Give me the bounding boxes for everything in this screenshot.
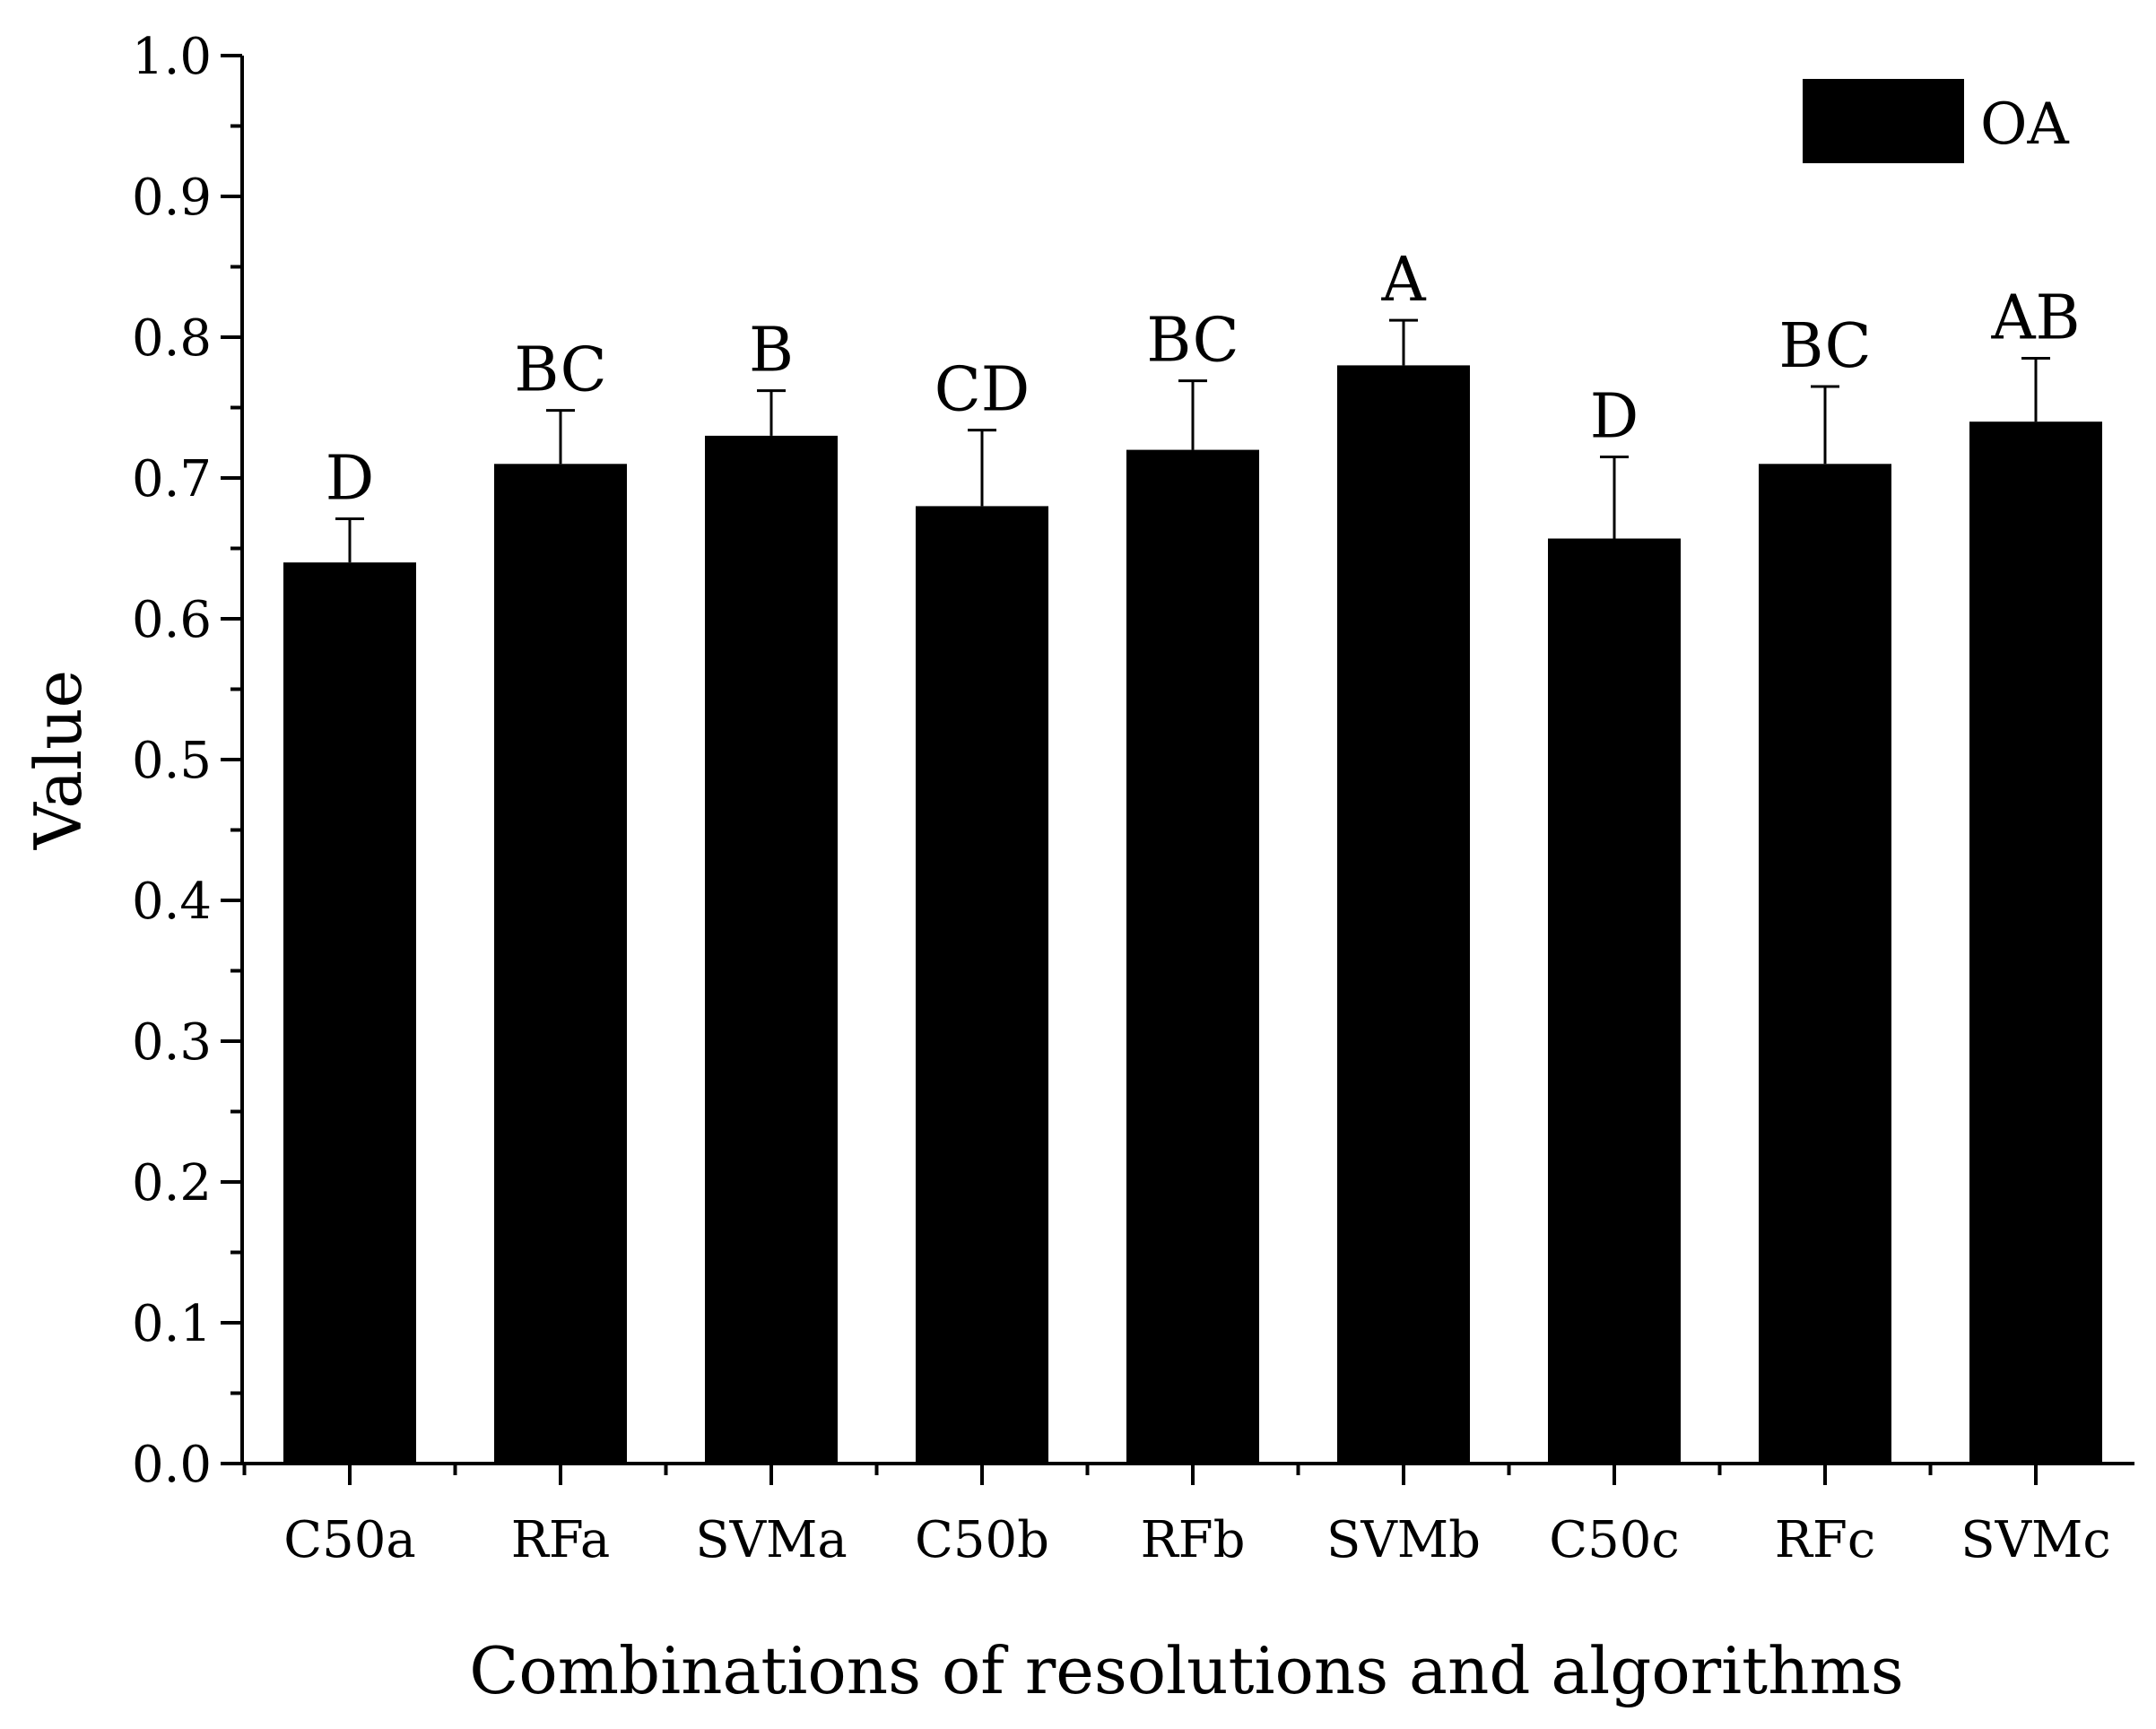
- x-ticks-layer: C50a RFa SVMa C50b RFb SVMb C50c RFc SVMc: [242, 1464, 2111, 1569]
- significance-label: BC: [514, 335, 606, 406]
- bar-C50a: [283, 562, 416, 1464]
- bar-SVMa: [705, 435, 838, 1464]
- legend: OA: [1803, 79, 2069, 163]
- bar-C50b: [916, 506, 1048, 1464]
- significance-label: A: [1380, 245, 1426, 316]
- significance-label: D: [1590, 381, 1639, 452]
- x-axis-label: Combinations of resolutions and algorith…: [469, 1633, 1903, 1708]
- y-tick-label: 0.9: [132, 169, 212, 227]
- bar-RFb: [1126, 449, 1259, 1464]
- x-tick-label: RFc: [1775, 1511, 1875, 1569]
- x-tick-label: SVMb: [1326, 1511, 1481, 1569]
- y-tick-label: 0.4: [132, 873, 212, 931]
- x-tick-label: RFa: [511, 1511, 611, 1569]
- bar-C50c: [1548, 538, 1681, 1464]
- x-tick-label: SVMa: [695, 1511, 848, 1569]
- bar-SVMc: [1969, 421, 2102, 1464]
- x-tick-label: C50b: [915, 1511, 1049, 1569]
- significance-label: D: [326, 444, 375, 515]
- y-tick-label: 1.0: [132, 28, 212, 86]
- y-tick-label: 0.0: [132, 1436, 212, 1494]
- significance-label: B: [749, 316, 794, 387]
- x-tick-label: SVMc: [1960, 1511, 2111, 1569]
- y-tick-label: 0.3: [132, 1013, 212, 1072]
- bar-RFa: [494, 464, 627, 1464]
- bar-SVMb: [1337, 365, 1470, 1464]
- y-ticks-layer: 0.0 0.1 0.2 0.3 0.4 0.5 0.6 0.7 0.8 0.9 1.0: [132, 28, 242, 1494]
- legend-label-oa: OA: [1980, 91, 2069, 158]
- significance-label: CD: [935, 355, 1030, 426]
- x-tick-label: C50c: [1549, 1511, 1679, 1569]
- y-axis-label: Value: [21, 670, 96, 850]
- x-tick-label: C50a: [283, 1511, 416, 1569]
- y-tick-label: 0.1: [132, 1295, 212, 1353]
- y-tick-label: 0.2: [132, 1154, 212, 1212]
- significance-label: AB: [1990, 283, 2080, 354]
- legend-swatch-oa: [1803, 79, 1964, 163]
- y-tick-label: 0.6: [132, 591, 212, 649]
- y-tick-label: 0.8: [132, 309, 212, 368]
- bar-RFc: [1759, 464, 1891, 1464]
- significance-labels-layer: D BC B CD BC A D BC AB: [326, 245, 2081, 514]
- error-bars-layer: [335, 318, 2050, 563]
- significance-label: BC: [1146, 306, 1239, 377]
- y-tick-label: 0.5: [132, 732, 212, 790]
- bars-layer: [283, 365, 2102, 1464]
- significance-label: BC: [1778, 311, 1871, 382]
- x-tick-label: RFb: [1141, 1511, 1246, 1569]
- y-tick-label: 0.7: [132, 450, 212, 508]
